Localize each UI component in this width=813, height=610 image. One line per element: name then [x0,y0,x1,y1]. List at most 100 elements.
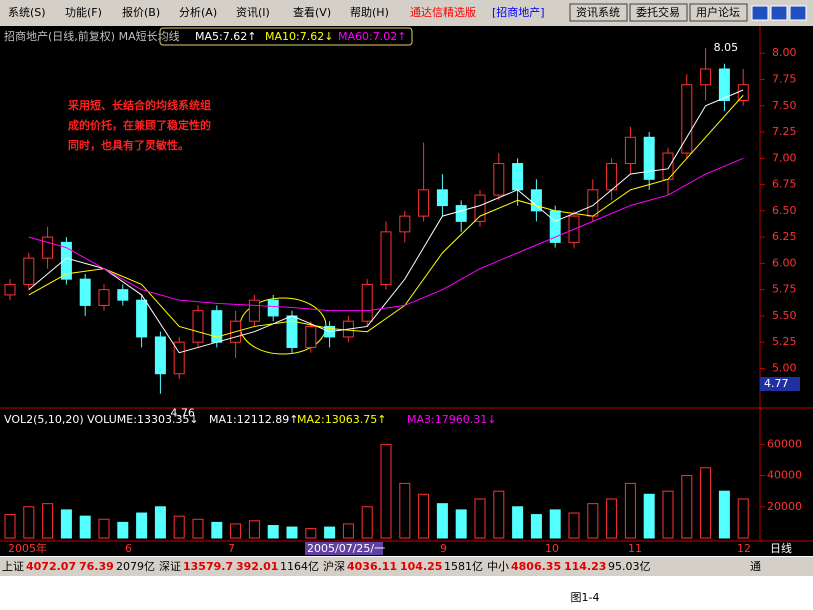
volume-bar [681,475,693,539]
window-control[interactable] [751,5,769,21]
volume-bar [568,512,580,539]
volume-bar [248,520,260,539]
volume-bar [493,490,505,539]
y-tick-label: 5.50 [772,309,797,322]
window-control[interactable] [789,5,807,21]
button[interactable]: 资讯系统 [576,6,620,19]
candle-body [4,283,16,296]
menu-item[interactable]: 功能(F) [65,5,102,19]
candle-body [474,194,486,222]
index-name: 上证 [2,560,24,573]
candle-body [606,163,618,191]
index-value: 4072.07 [26,560,76,573]
candle-body [399,215,411,233]
date-label: 6 [125,542,132,555]
app-title: 通达信精选版 [410,5,476,19]
button[interactable]: 用户论坛 [696,5,740,19]
low-label: 4.76 [170,407,195,420]
volume-tick-label: 20000 [767,500,802,513]
candle-body [136,299,148,338]
ma-label: MA5:7.62↑ [195,30,256,43]
ma-line [28,157,744,312]
index-value: 4036.11 [347,560,397,573]
volume-bar [305,528,317,539]
candle-body [643,136,655,180]
volume-bar [154,506,166,539]
volume-bar [718,490,730,539]
index-name: 深证 [159,560,181,573]
volume-bar [530,514,542,539]
menu-item[interactable]: 报价(B) [122,5,160,19]
menu-item[interactable]: 系统(S) [8,6,46,19]
button-frame [689,3,748,22]
menu-item[interactable]: 帮助(H) [350,5,389,19]
annotation: 成的价托，在兼顾了稳定性的 [68,118,211,132]
volume-bar [342,523,354,539]
annotation: 采用短、长结合的均线系统组 [67,98,211,112]
candle-body [117,289,129,301]
index-change: 114.23 [564,560,606,573]
volume-bar [436,503,448,539]
candle-body [624,136,636,165]
candle-body [718,68,730,102]
volume-bar [549,509,561,539]
y-tick-label: 6.50 [772,204,797,217]
volume-bar [399,482,411,539]
candle-body [493,163,505,196]
menu-item[interactable]: 分析(A) [179,5,217,19]
volume-label: MA3:17960.31↓ [407,413,496,426]
candle-body [60,241,72,280]
candle-body [173,341,185,375]
date-label: 10 [545,542,559,555]
index-change: 76.39 [79,560,114,573]
volume-bar [60,509,72,539]
candle-body [192,310,204,343]
volume-bar [512,506,524,539]
chart-header: 招商地产(日线,前复权) MA短长均线 [4,29,180,43]
annotation: 同时，也具有了灵敏性。 [68,138,189,152]
menu-item[interactable]: 查看(V) [293,5,331,19]
y-tick-label: 7.75 [772,72,797,85]
index-amount: 2079亿 [116,560,155,573]
candle-body [305,325,317,348]
date-label: 2005/07/25/一 [307,542,385,555]
ma-label: MA10:7.62↓ [265,30,333,43]
volume-bar [418,493,430,539]
index-amount: 1164亿 [280,560,319,573]
index-name: 沪深 [323,559,345,573]
window-control[interactable] [770,5,788,21]
volume-bar [230,523,242,539]
volume-bar [587,503,599,539]
candle-body [700,68,712,86]
volume-bar [324,526,336,539]
date-label: 12 [737,542,751,555]
status-end: 通 [750,560,761,573]
volume-bar [23,506,35,539]
volume-bar [267,525,279,539]
volume-bar [173,515,185,539]
period-label: 日线 [770,541,792,555]
volume-bar [737,498,749,539]
candle-body [248,299,260,322]
index-name: 中小 [487,560,509,573]
candle-body [23,257,35,285]
volume-bar [455,509,467,539]
volume-bar [624,482,636,539]
button[interactable]: 委托交易 [636,5,680,19]
button-frame [629,3,688,22]
volume-bar [192,518,204,539]
menu-item[interactable]: 资讯(I) [236,6,270,19]
candle-body [436,189,448,207]
candle-body [79,278,91,306]
volume-bar [361,506,373,539]
volume-bar [662,490,674,539]
candle-body [512,163,524,191]
volume-bar [117,521,129,539]
date-highlight [305,542,383,555]
date-label: 7 [228,542,235,555]
candle-body [98,289,110,306]
y-tick-label: 7.00 [772,151,797,164]
volume-label: VOL2(5,10,20) VOLUME:13303.35↓ [4,413,199,426]
